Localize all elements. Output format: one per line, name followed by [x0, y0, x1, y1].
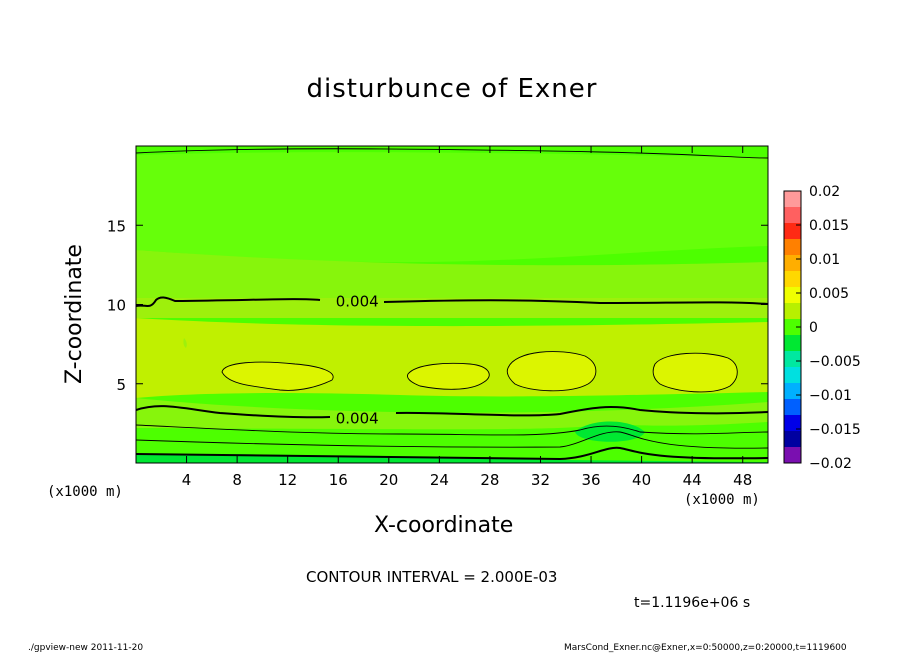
colorbar-swatch	[784, 239, 801, 256]
colorbar-swatch	[784, 255, 801, 272]
x-tick-label: 20	[379, 471, 398, 489]
colorbar-swatch	[784, 431, 801, 448]
colorbar-swatch	[784, 271, 801, 288]
colorbar-tick-label: 0.005	[809, 286, 849, 302]
contour-label: 0.004	[336, 410, 379, 428]
y-tick-label: 10	[107, 297, 126, 315]
colorbar-tick-label: −0.015	[809, 422, 861, 438]
colorbar-tick-label: −0.005	[809, 354, 861, 370]
colorbar: 0.02 0.015 0.01 0.005 0 −0.005 −0.01 −0.015 −0.0…	[783, 184, 861, 472]
contour-lines	[136, 148, 768, 461]
chart-title: disturbunce of Exner	[306, 74, 598, 104]
colorbar-swatch	[784, 191, 801, 208]
colorbar-tick-label: 0	[809, 320, 818, 336]
x-unit-label-left: (x1000 m)	[47, 484, 123, 500]
colorbar-swatch	[784, 447, 801, 464]
colorbar-swatch	[784, 399, 801, 416]
y-axis-label: Z-coordinate	[62, 244, 87, 384]
x-tick-label: 16	[329, 471, 348, 489]
time-label: t=1.1196e+06 s	[634, 595, 751, 611]
footer-right: MarsCond_Exner.nc@Exner,x=0:50000,z=0:20…	[564, 643, 847, 653]
colorbar-tick-label: −0.01	[809, 388, 852, 404]
x-tick-label: 12	[278, 471, 297, 489]
y-tick-label: 15	[107, 217, 126, 235]
colorbar-tick-label: 0.02	[809, 184, 840, 200]
x-tick-label: 44	[683, 471, 702, 489]
y-tick-label: 5	[116, 376, 126, 394]
x-axis: 4 8 12 16 20 24 28 32 36 40 44 48	[182, 146, 752, 489]
colorbar-swatch	[784, 367, 801, 384]
x-tick-label: 32	[531, 471, 550, 489]
colorbar-swatch	[784, 303, 801, 320]
colorbar-swatch	[784, 319, 801, 336]
x-tick-label: 28	[480, 471, 499, 489]
colorbar-swatch	[784, 415, 801, 432]
x-tick-label: 48	[733, 471, 752, 489]
colorbar-swatch	[784, 287, 801, 304]
contour-labels: 0.004 0.004	[336, 292, 379, 427]
y-axis: 5 10 15	[107, 217, 768, 394]
contour-interval-label: CONTOUR INTERVAL = 2.000E-03	[306, 568, 558, 586]
x-tick-label: 4	[182, 471, 192, 489]
x-tick-label: 36	[581, 471, 600, 489]
colorbar-tick-label: 0.01	[809, 252, 840, 268]
contour-label: 0.004	[336, 292, 379, 310]
colorbar-swatch	[784, 351, 801, 368]
x-axis-label: X-coordinate	[374, 513, 514, 538]
colorbar-swatch	[784, 207, 801, 224]
x-unit-label-right: (x1000 m)	[684, 492, 760, 508]
footer-left: ./gpview-new 2011-11-20	[28, 643, 144, 653]
x-tick-label: 8	[232, 471, 242, 489]
colorbar-swatch	[784, 335, 801, 352]
colorbar-tick-label: 0.015	[809, 218, 849, 234]
x-tick-label: 24	[430, 471, 449, 489]
contour-field	[136, 146, 768, 463]
colorbar-swatch	[784, 383, 801, 400]
colorbar-swatch	[784, 223, 801, 240]
colorbar-tick-label: −0.02	[809, 456, 852, 472]
x-tick-label: 40	[632, 471, 651, 489]
